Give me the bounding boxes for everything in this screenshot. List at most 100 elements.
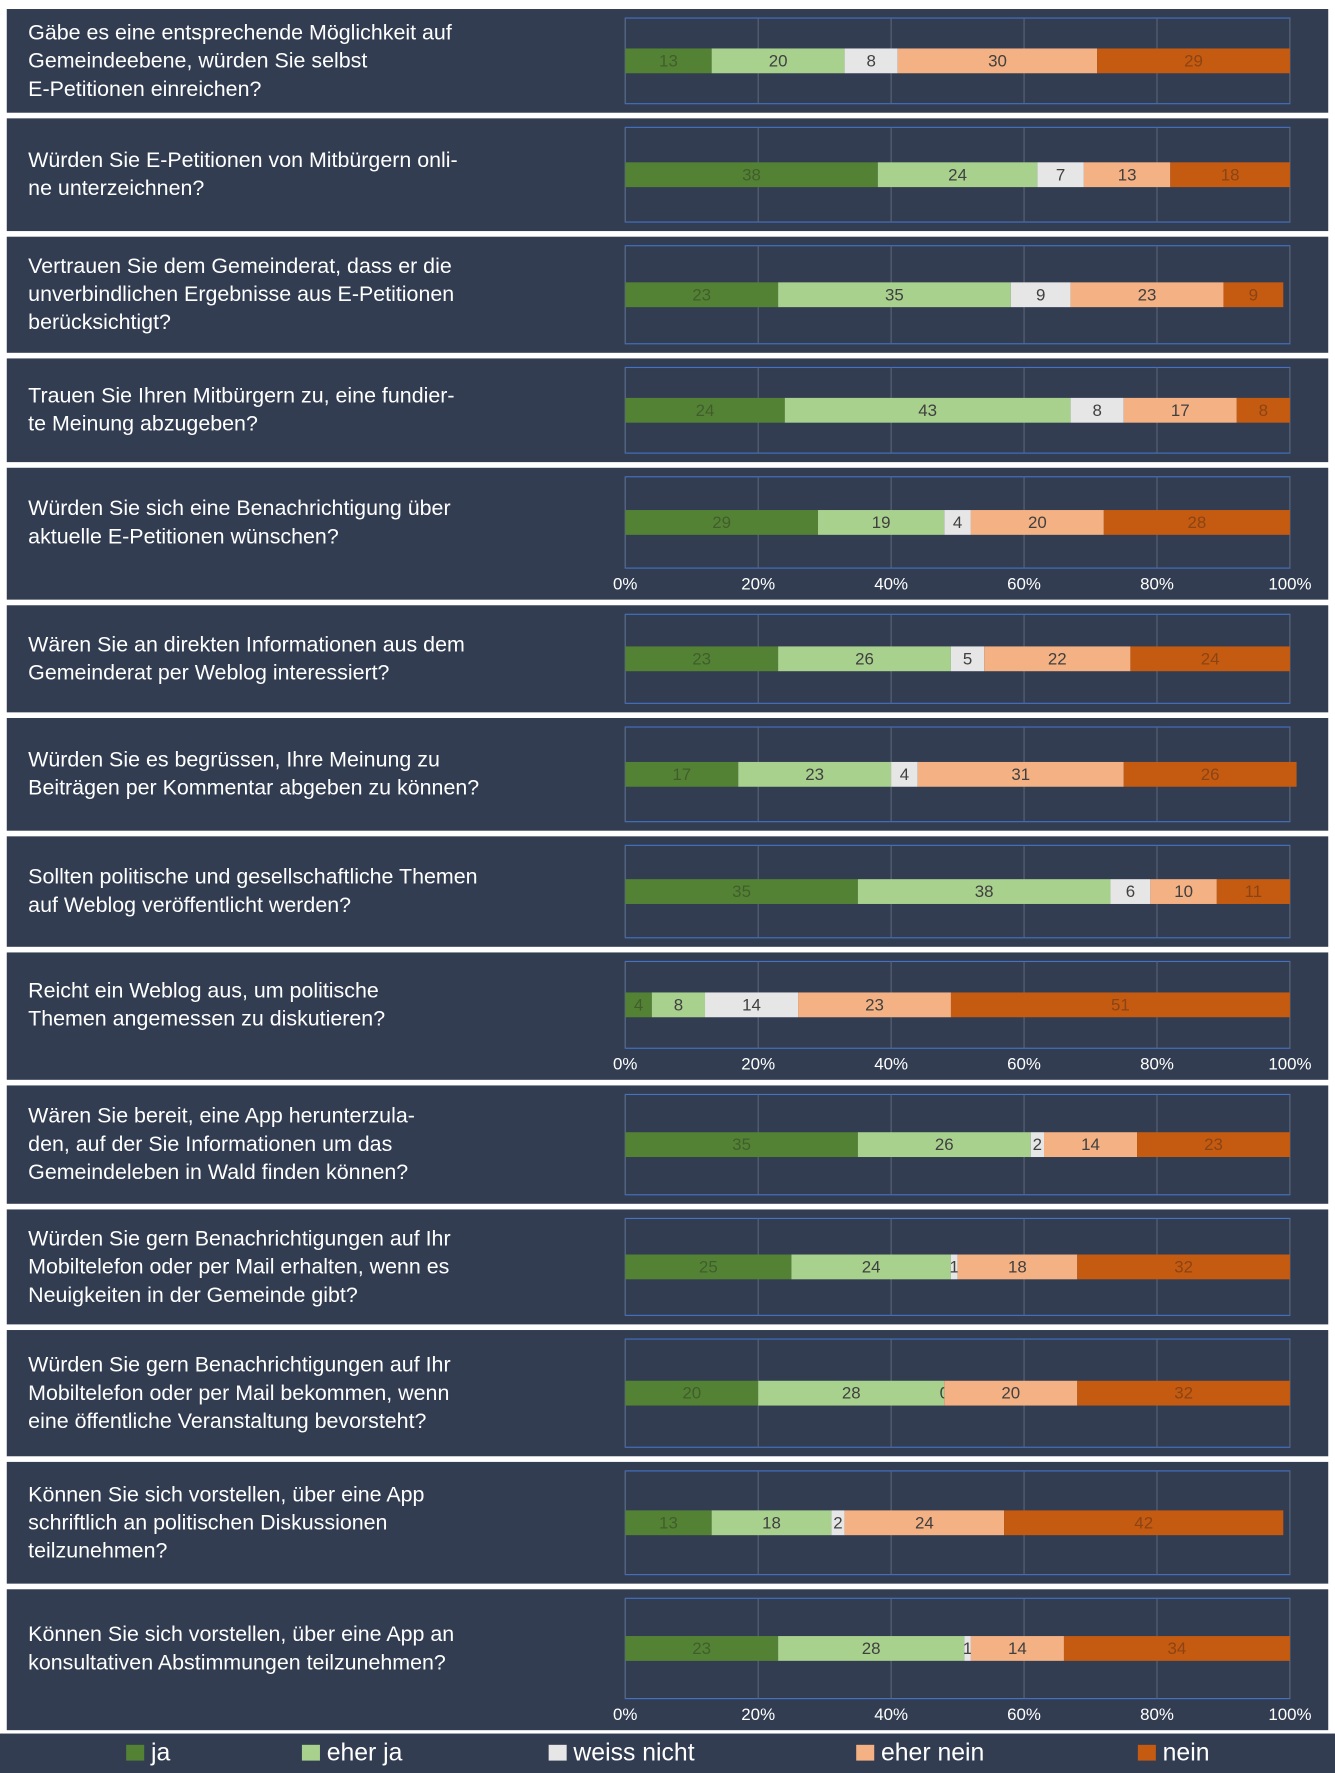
bar-segment [1170, 162, 1290, 188]
value-label: 13 [659, 51, 678, 70]
question-box: Würden Sie es begrüssen, Ihre Meinung zu… [28, 748, 480, 801]
bar-segment [778, 646, 951, 672]
value-label: 31 [1011, 765, 1030, 784]
question-box: Wären Sie an direkten Informationen aus … [28, 632, 465, 685]
question: Wären Sie an direkten Informationen aus … [28, 632, 465, 685]
x-tick-label: 80% [1140, 1055, 1174, 1074]
question-box: Können Sie sich vorstellen, über eine Ap… [28, 1483, 424, 1563]
bar-segment [711, 48, 845, 74]
bar-segment [950, 992, 1290, 1018]
bar-segment [651, 992, 706, 1018]
legend-label: weiss nicht [572, 1739, 694, 1766]
bar-segment [1150, 879, 1217, 904]
value-label: 8 [1259, 401, 1268, 420]
bar-segment [625, 646, 779, 672]
value-label: 23 [805, 765, 824, 784]
value-label: 17 [672, 765, 691, 784]
value-label: 23 [865, 995, 884, 1014]
legend-swatch [301, 1744, 320, 1761]
legend-label: eher nein [881, 1739, 984, 1766]
value-label: 13 [1118, 165, 1137, 184]
bar-segment [705, 992, 799, 1018]
bar-segment [831, 1510, 845, 1536]
legend-panel [0, 1733, 1335, 1773]
question-box: Trauen Sie Ihren Mitbürgern zu, eine fun… [28, 384, 454, 436]
value-label: 23 [692, 1639, 711, 1658]
question: Würden Sie gern Benachrichtigungen auf I… [28, 1353, 451, 1434]
value-label: 7 [1056, 165, 1065, 184]
question-box: Können Sie sich vorstellen, über eine Ap… [28, 1622, 455, 1675]
bar-segment [625, 992, 652, 1018]
x-tick-label: 20% [741, 574, 775, 593]
value-label: 26 [855, 649, 874, 668]
value-label: 30 [988, 51, 1007, 70]
value-label: 10 [1174, 882, 1193, 901]
x-tick-label: 100% [1268, 574, 1311, 593]
value-label: 35 [732, 882, 751, 901]
bar-segment [625, 879, 858, 904]
value-label: 38 [975, 882, 994, 901]
bar-segment [1077, 1380, 1290, 1406]
bar-segment [625, 1510, 712, 1536]
value-label: 9 [1036, 285, 1045, 304]
value-label: 34 [1168, 1639, 1187, 1658]
bar-segment [844, 1510, 1005, 1536]
bar-segment [857, 1132, 1031, 1158]
bar-segment [784, 397, 1071, 423]
question: Gäbe es eine entsprechende Möglichkeit a… [28, 20, 452, 101]
value-label: 2 [833, 1513, 842, 1532]
value-label: 23 [692, 649, 711, 668]
question: Wären Sie bereit, eine App herunterzula-… [28, 1104, 415, 1185]
value-label: 28 [842, 1384, 861, 1403]
value-label: 43 [918, 401, 937, 420]
legend-label: eher ja [327, 1739, 403, 1766]
question: Würden Sie es begrüssen, Ihre Meinung zu… [28, 748, 480, 801]
bar-segment [1236, 397, 1290, 423]
question: Sollten politische und gesellschaftliche… [28, 865, 478, 918]
bar-segment [778, 282, 1011, 308]
value-label: 11 [1245, 882, 1263, 901]
value-label: 23 [692, 285, 711, 304]
value-label: 23 [1204, 1135, 1223, 1154]
value-label: 20 [1028, 513, 1047, 532]
value-label: 18 [1008, 1258, 1027, 1277]
x-tick-label: 20% [741, 1055, 775, 1074]
value-label: 20 [769, 51, 788, 70]
value-label: 32 [1174, 1384, 1193, 1403]
value-label: 24 [1201, 649, 1220, 668]
bar-segment [1123, 761, 1297, 787]
x-tick-label: 60% [1007, 1055, 1041, 1074]
value-label: 24 [862, 1258, 881, 1277]
legend-label: ja [150, 1739, 171, 1766]
question-box: Reicht ein Weblog aus, um politische The… [28, 978, 386, 1031]
question-box: Würden Sie gern Benachrichtigungen auf I… [28, 1353, 451, 1434]
bar-segment [625, 761, 739, 787]
bar-segment [984, 646, 1131, 672]
bar-segment [944, 1380, 1078, 1406]
value-label: 26 [935, 1135, 954, 1154]
bar-segment [758, 1380, 945, 1406]
bar-segment [625, 48, 712, 74]
x-tick-label: 80% [1140, 1705, 1174, 1724]
legend-swatch [548, 1744, 567, 1761]
value-label: 8 [866, 51, 875, 70]
bar-segment [1044, 1132, 1138, 1158]
value-label: 29 [1184, 51, 1203, 70]
value-label: 19 [872, 513, 891, 532]
bar-segment [625, 162, 878, 188]
value-label: 14 [742, 995, 761, 1014]
bar-segment [844, 48, 898, 74]
question-box: Wären Sie bereit, eine App herunterzula-… [28, 1104, 415, 1185]
value-label: 42 [1134, 1513, 1153, 1532]
value-label: 9 [1249, 285, 1258, 304]
question-box: Würden Sie gern Benachrichtigungen auf I… [28, 1227, 450, 1307]
bar-segment [625, 1132, 858, 1158]
value-label: 8 [1092, 401, 1101, 420]
value-label: 26 [1201, 765, 1220, 784]
question: Reicht ein Weblog aus, um politische The… [28, 978, 386, 1031]
question: Können Sie sich vorstellen, über eine Ap… [28, 1622, 455, 1675]
bar-segment [944, 510, 971, 535]
value-label: 1 [950, 1258, 959, 1277]
question: Würden Sie E-Petitionen von Mitbürgern o… [28, 148, 458, 201]
